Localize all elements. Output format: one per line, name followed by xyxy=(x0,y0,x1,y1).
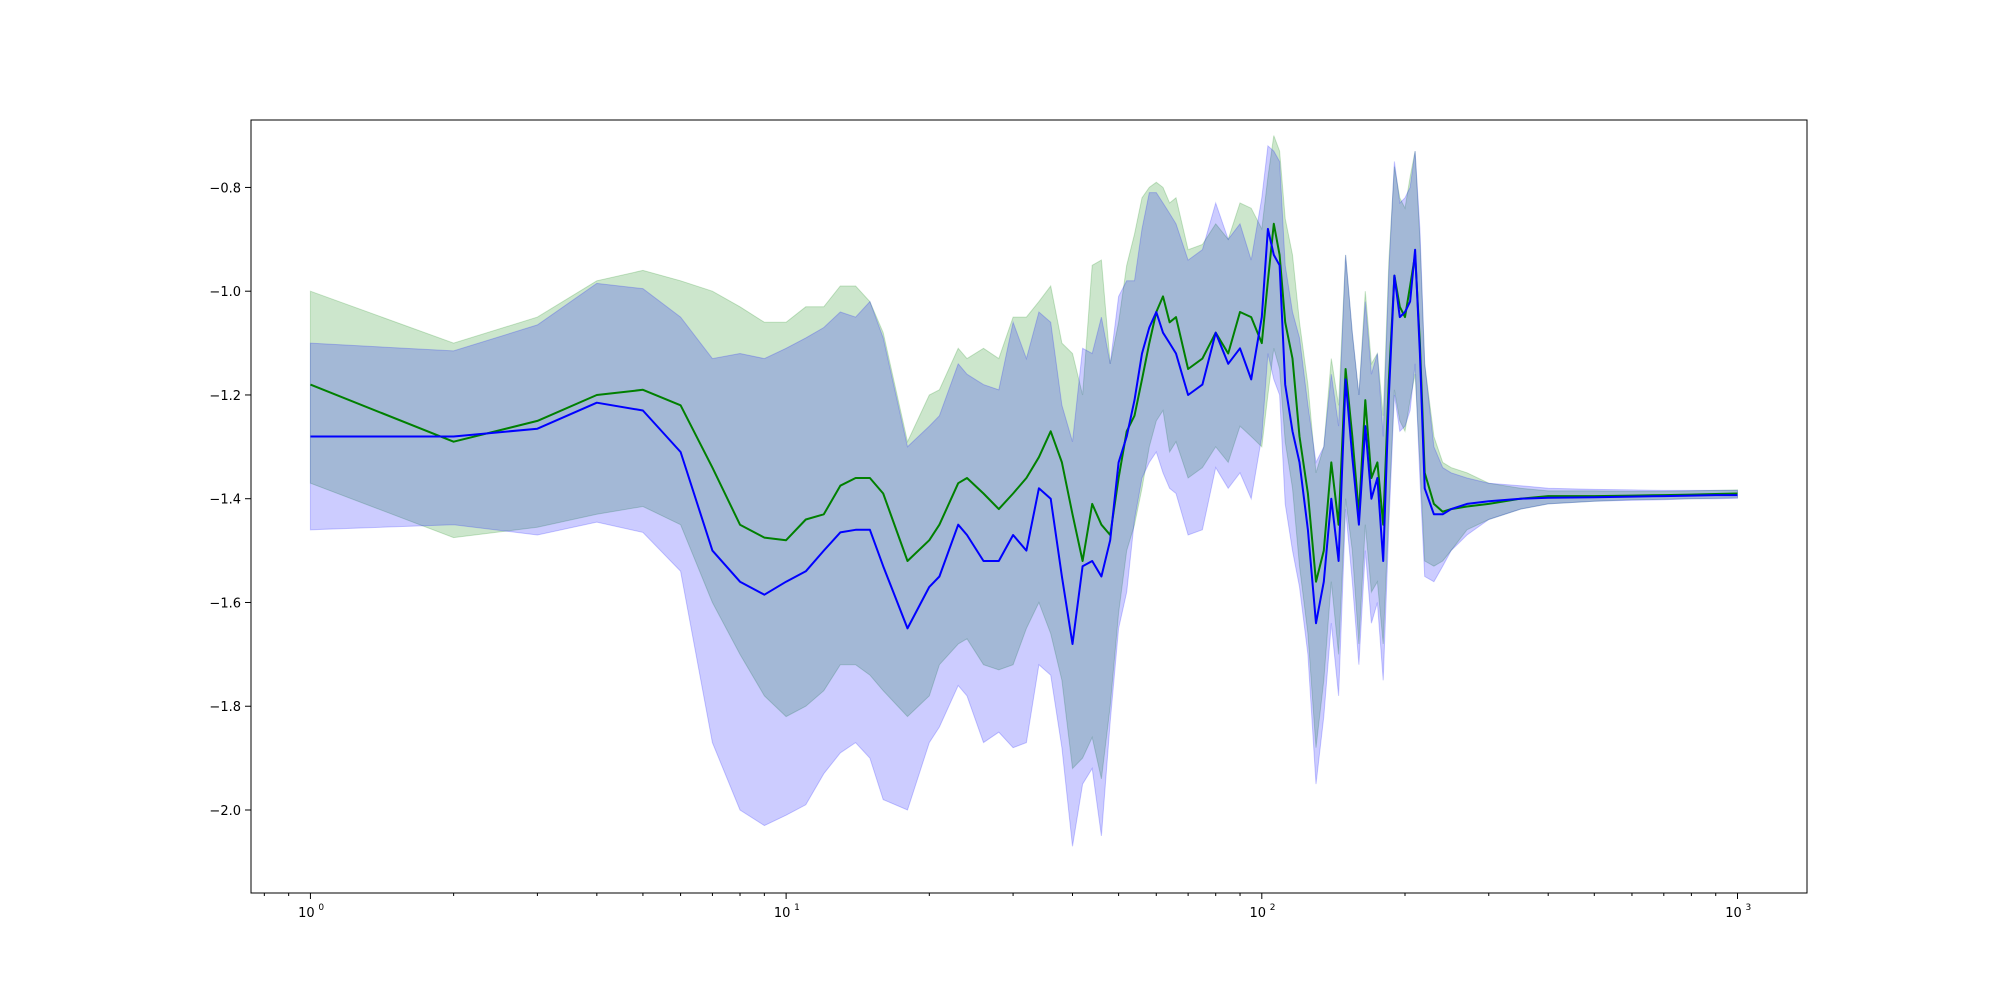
y-tick-label: −1.8 xyxy=(209,700,241,715)
series-2-line xyxy=(310,227,1738,645)
series-2-band xyxy=(309,144,1738,847)
y-tick-label: −0.8 xyxy=(209,181,241,196)
x-tick-label: 10 xyxy=(298,906,315,921)
y-tick-label: −1.4 xyxy=(209,493,241,508)
y-axis: −2.0 −1.8 −1.6 −1.4 −1.2 −1.0 −0.8 xyxy=(209,181,251,819)
x-tick-label: 10 xyxy=(774,906,791,921)
y-tick-label: −2.0 xyxy=(209,804,241,819)
x-axis: 10 0 10 1 10 2 10 3 xyxy=(263,893,1751,921)
confidence-bands xyxy=(309,135,1738,847)
x-tick-label: 10 xyxy=(1725,906,1742,921)
x-tick-exponent: 0 xyxy=(318,903,324,913)
x-tick-label: 10 xyxy=(1250,906,1267,921)
x-tick-exponent: 3 xyxy=(1745,903,1751,913)
x-tick-exponent: 1 xyxy=(794,903,800,913)
y-tick-label: −1.2 xyxy=(209,389,241,404)
y-tick-label: −1.6 xyxy=(209,596,241,611)
series-lines xyxy=(310,222,1738,645)
series-1-band xyxy=(309,135,1738,780)
plot-frame xyxy=(250,119,1808,894)
y-tick-label: −1.0 xyxy=(209,285,241,300)
x-tick-exponent: 2 xyxy=(1270,903,1276,913)
